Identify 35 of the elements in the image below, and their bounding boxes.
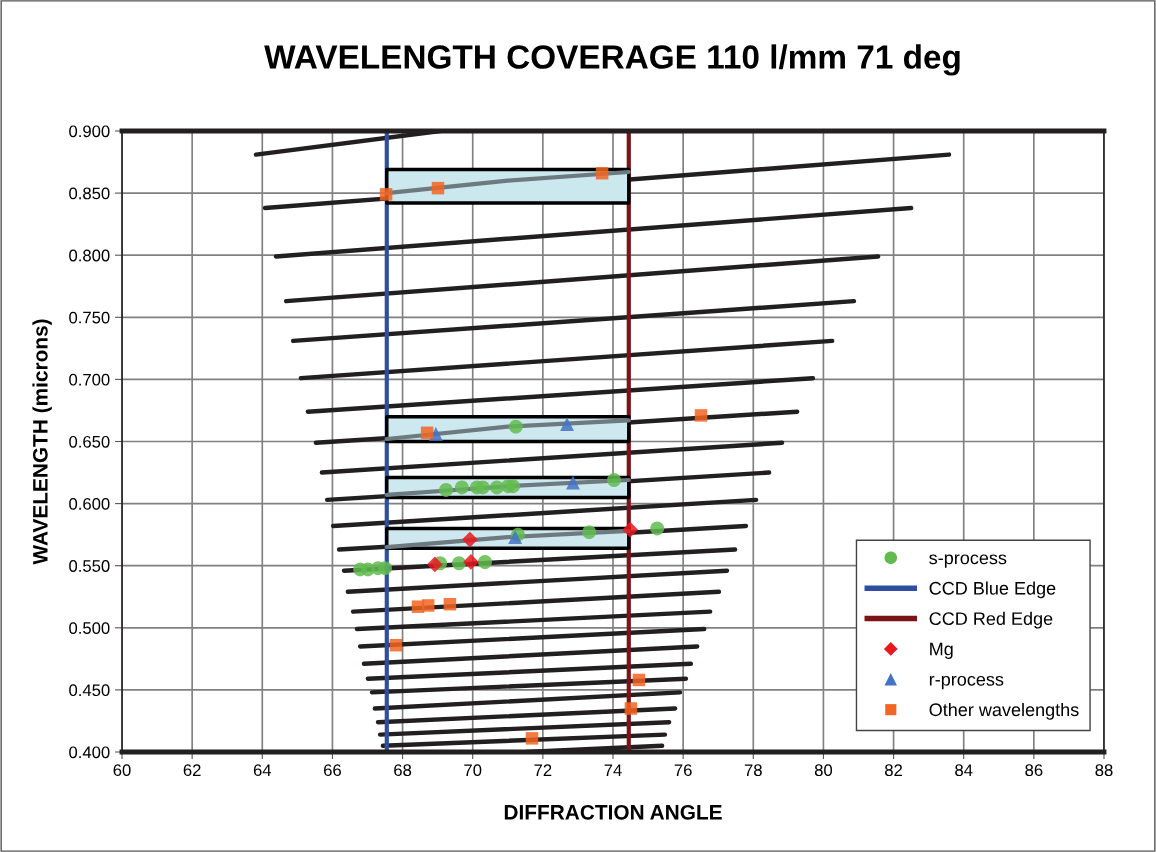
legend-label: CCD Red Edge	[929, 611, 1053, 629]
y-axis-title: WAVELENGTH (microns)	[32, 319, 52, 565]
y-tick-label: 0.600	[69, 498, 110, 510]
y-tick-label: 0.550	[69, 560, 110, 572]
x-tick-label: 70	[464, 764, 482, 777]
x-tick-label: 80	[814, 764, 833, 777]
x-tick-label: 66	[324, 764, 341, 777]
y-tick-label: 0.900	[69, 125, 110, 138]
x-tick-label: 82	[885, 764, 902, 777]
y-tick-label: 0.750	[69, 311, 110, 324]
x-axis-title: DIFFRACTION ANGLE	[504, 804, 722, 820]
x-tick-label: 72	[534, 764, 552, 776]
x-tick-label: 62	[183, 764, 201, 777]
y-tick-label: 0.400	[69, 746, 110, 759]
y-tick-label: 0.850	[69, 187, 110, 200]
x-tick-label: 76	[674, 764, 692, 777]
x-tick-label: 74	[604, 764, 622, 776]
y-tick-label: 0.700	[69, 373, 110, 386]
y-tick-label: 0.800	[69, 249, 110, 262]
x-tick-label: 78	[744, 764, 762, 777]
x-tick-label: 84	[955, 764, 973, 777]
x-tick-label: 64	[253, 764, 272, 777]
x-tick-label: 88	[1095, 764, 1113, 777]
y-tick-label: 0.450	[69, 684, 110, 697]
chart-title: WAVELENGTH COVERAGE 110 l/mm 71 deg	[264, 44, 960, 76]
legend-label: Mg	[930, 642, 953, 659]
legend-label: r-process	[929, 675, 1004, 690]
x-tick-label: 60	[113, 764, 131, 777]
x-tick-label: 68	[394, 764, 412, 777]
x-tick-label: 86	[1025, 764, 1043, 777]
y-tick-label: 0.650	[69, 435, 110, 448]
y-tick-label: 0.500	[69, 622, 110, 634]
legend-label: CCD Blue Edge	[929, 581, 1056, 599]
legend-label: Other wavelengths	[929, 702, 1079, 720]
legend-label: s-process	[929, 554, 1007, 568]
